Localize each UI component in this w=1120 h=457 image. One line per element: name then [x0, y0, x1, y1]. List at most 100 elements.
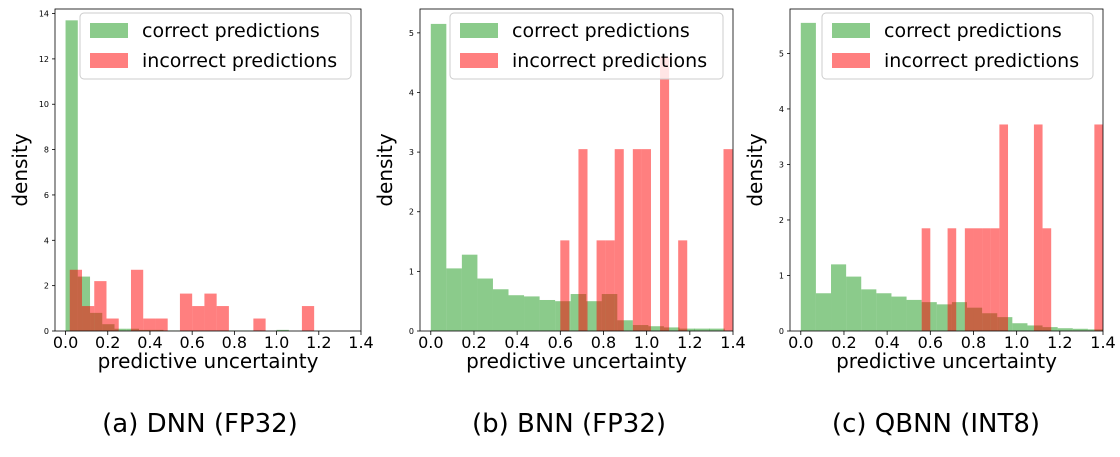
histogram-bar [106, 318, 119, 331]
histogram-bar [605, 240, 615, 331]
histogram-bar [861, 289, 877, 331]
legend-box [821, 12, 1094, 80]
histogram-bar [831, 264, 847, 331]
y-axis-label: density [8, 133, 32, 206]
histogram-bar [641, 149, 651, 331]
histogram-bar [678, 240, 688, 331]
histogram-bar [1042, 228, 1052, 331]
y-tick-label: 10 [39, 100, 49, 109]
legend-entry: incorrect predictions [884, 50, 1079, 72]
histogram-bar [82, 306, 95, 331]
histogram-bar [632, 149, 642, 331]
histogram-bar [430, 23, 447, 331]
histogram-bar [694, 328, 710, 331]
histogram-bar [1012, 323, 1028, 331]
histogram-bar [973, 228, 983, 331]
x-tick-label: 0.0 [53, 333, 78, 352]
histogram-bar [65, 20, 78, 332]
chart-panel-1: 0.0 0.2 0.4 0.6 0.8 1.0 1.2 1.4 0 2 4 6 8 10 12 14 predi… [8, 8, 374, 439]
y-tick-label: 2 [44, 282, 49, 291]
x-tick-label: 0.8 [591, 333, 616, 352]
legend-entry: correct predictions [884, 20, 1062, 42]
axes-frame [419, 8, 734, 332]
histogram-bar [155, 318, 168, 331]
x-tick-label: 0.8 [961, 333, 986, 352]
histogram-bar [964, 228, 974, 331]
x-tick-label: 1.0 [634, 333, 659, 352]
legend-swatch [460, 53, 498, 68]
y-tick-label: 4 [779, 105, 784, 114]
histogram-bar [301, 306, 315, 331]
panel-caption: (b) BNN (FP32) [472, 409, 666, 439]
y-tick-label: 8 [44, 146, 49, 155]
histogram-bar [477, 278, 493, 331]
histogram-bar [578, 149, 588, 331]
x-tick-label: 1.2 [306, 333, 331, 352]
histogram-bar [539, 299, 556, 331]
chart-panel-3: 0.0 0.2 0.4 0.6 0.8 1.0 1.2 1.4 0 1 2 3 4 5 predictive… [743, 8, 1116, 439]
histogram-bar [663, 327, 680, 331]
histogram-bar [846, 276, 862, 331]
x-tick-label: 0.4 [137, 333, 162, 352]
x-tick-label: 0.8 [222, 333, 247, 352]
legend-swatch [90, 53, 128, 68]
histogram-bar [906, 299, 922, 331]
histogram-bar [990, 228, 1000, 331]
histogram-bar [94, 281, 107, 331]
y-tick-label: 5 [779, 49, 784, 58]
x-tick-label: 0.6 [179, 333, 204, 352]
x-tick-label: 0.4 [874, 333, 899, 352]
y-tick-label: 4 [409, 88, 414, 97]
x-axis-label: predictive uncertainty [98, 349, 319, 373]
x-tick-label: 1.2 [1047, 333, 1072, 352]
legend: correct predictions incorrect predictions [821, 12, 1094, 80]
legend-swatch [832, 23, 870, 38]
x-axis-label: predictive uncertainty [466, 349, 687, 373]
y-tick-label: 0 [44, 327, 49, 336]
histogram-bar [130, 269, 144, 331]
histogram-bar [723, 149, 733, 331]
series-incorrect [69, 269, 315, 331]
series-incorrect [921, 124, 1103, 331]
histogram-bar [947, 228, 957, 331]
histogram-bar [524, 296, 540, 331]
y-tick-label: 12 [39, 55, 49, 64]
histogram-bar [69, 269, 83, 331]
series-correct [430, 23, 725, 331]
series-correct [800, 22, 1103, 332]
y-tick-label: 0 [779, 327, 784, 336]
histogram-bar [982, 228, 991, 331]
legend-entry: incorrect predictions [512, 50, 707, 72]
histogram-bar [560, 240, 570, 331]
histogram-bar [1094, 124, 1103, 331]
x-tick-label: 1.4 [348, 333, 373, 352]
histogram-bar [446, 268, 462, 331]
x-tick-label: 0.6 [548, 333, 573, 352]
histogram-bar [179, 293, 193, 331]
x-tick-label: 0.2 [95, 333, 120, 352]
y-tick-label: 1 [779, 271, 784, 280]
legend: correct predictions incorrect predictions [449, 12, 724, 80]
histogram-bar [1033, 124, 1043, 331]
histogram-bar [1072, 328, 1088, 331]
y-tick-label: 2 [779, 216, 784, 225]
histogram-bar [617, 320, 633, 331]
legend-entry: incorrect predictions [142, 50, 337, 72]
histogram-bar [614, 149, 624, 331]
x-tick-label: 0.2 [831, 333, 856, 352]
y-tick-label: 1 [409, 267, 414, 276]
legend-box [449, 12, 724, 80]
y-axis-label: density [743, 133, 767, 206]
histogram-bar [648, 326, 664, 331]
panel-caption: (a) DNN (FP32) [102, 409, 298, 439]
chart-panel-2: 0.0 0.2 0.4 0.6 0.8 1.0 1.2 1.4 0 1 2 3 4 5 predictive… [373, 8, 746, 439]
y-tick-label: 4 [44, 236, 49, 245]
histogram-bar [921, 228, 931, 331]
legend-box [79, 12, 352, 80]
histogram-bar [253, 318, 266, 331]
legend-entry: correct predictions [512, 20, 690, 42]
y-tick-label: 6 [44, 191, 49, 200]
histogram-bar [508, 295, 525, 331]
x-tick-label: 0.2 [461, 333, 486, 352]
